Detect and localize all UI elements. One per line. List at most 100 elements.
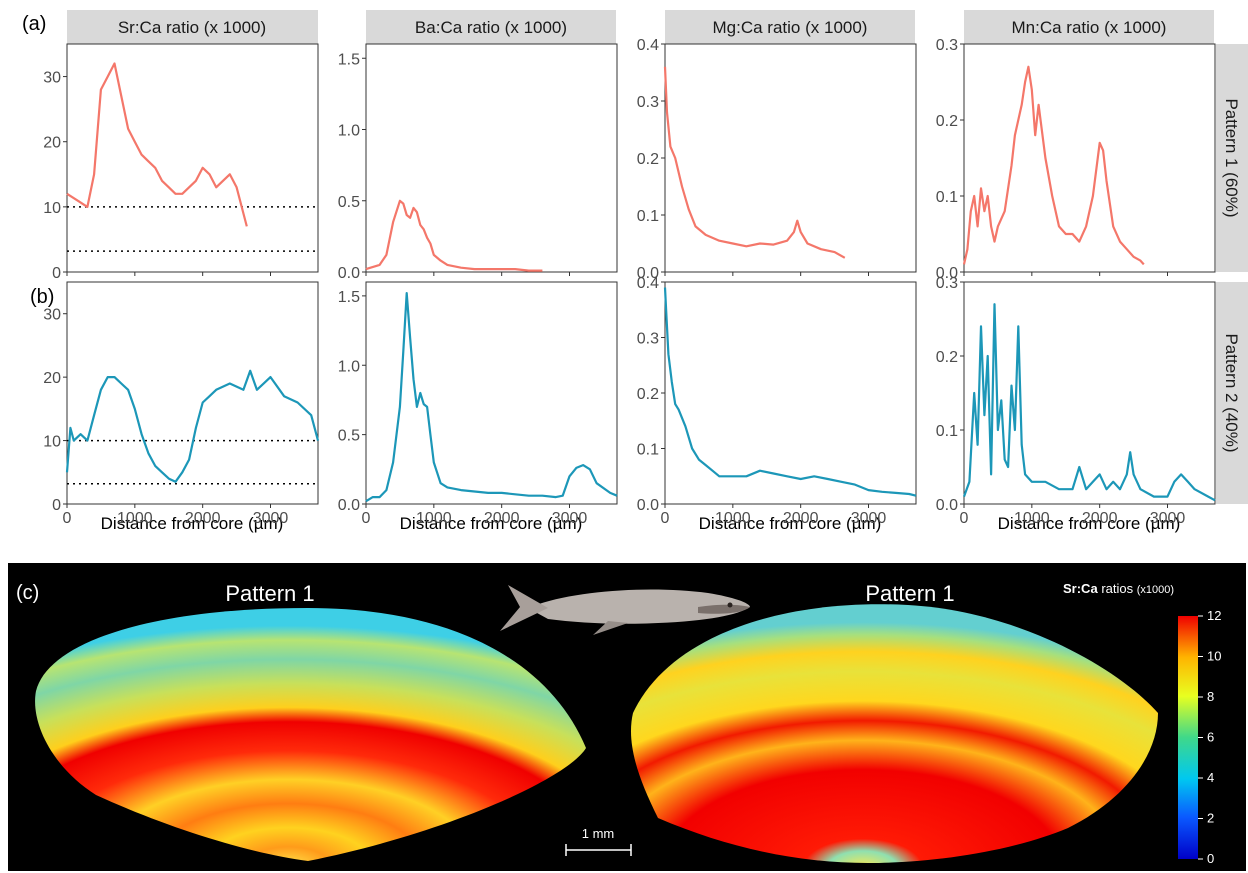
x-tick-label-mg-p2-3: 3000 bbox=[851, 510, 887, 527]
y-tick-label-mg-p1-1: 0.1 bbox=[637, 208, 659, 225]
chart-grid: (a) (b) Sr:Ca ratio (x 1000) Ba:Ca ratio… bbox=[22, 10, 1248, 533]
x-tick-label-ba-p2-0: 0 bbox=[362, 510, 371, 527]
facet-title-mg: Mg:Ca ratio (x 1000) bbox=[713, 18, 868, 37]
x-tick-label-sr-p2-0: 0 bbox=[63, 510, 72, 527]
y-tick-label-mn-p1-1: 0.1 bbox=[936, 189, 958, 206]
x-axis-label-mg: Distance from core (µm) bbox=[699, 514, 882, 533]
y-tick-label-sr-p1-3: 30 bbox=[43, 70, 61, 87]
series-line-ba-p1 bbox=[365, 199, 543, 272]
panel-frame-mn-p2 bbox=[963, 281, 1216, 505]
y-tick-label-ba-p2-0: 0.0 bbox=[338, 497, 360, 514]
row-strip-label-pattern2: Pattern 2 (40%) bbox=[1222, 333, 1241, 452]
x-tick-label-sr-p2-2: 2000 bbox=[185, 510, 221, 527]
y-tick-label-mg-p2-1: 0.1 bbox=[637, 442, 659, 459]
row-strip-label-pattern1: Pattern 1 (60%) bbox=[1222, 98, 1241, 217]
y-tick-label-ba-p1-0: 0.0 bbox=[338, 265, 360, 282]
y-tick-label-mn-p1-0: 0.0 bbox=[936, 265, 958, 282]
scale-bar-label: 1 mm bbox=[582, 826, 615, 841]
y-tick-label-sr-p2-0: 0 bbox=[52, 497, 61, 514]
panel-label-a: (a) bbox=[22, 13, 46, 35]
x-axis-label-ba: Distance from core (µm) bbox=[400, 514, 583, 533]
y-tick-label-sr-p1-2: 20 bbox=[43, 135, 61, 152]
series-line-sr-p2 bbox=[65, 369, 320, 483]
panel-frame-mg-p2 bbox=[664, 281, 917, 505]
row-strip-pattern1 bbox=[1216, 44, 1248, 272]
facet-strip-mg bbox=[665, 10, 915, 44]
y-tick-label-ba-p1-1: 0.5 bbox=[338, 194, 360, 211]
colorbar-tick-label-1: 10 bbox=[1207, 649, 1221, 664]
x-tick-label-mg-p2-2: 2000 bbox=[783, 510, 819, 527]
map-title-right: Pattern 1 bbox=[865, 581, 954, 606]
colorbar-ticks: 12 10 8 6 4 2 0 bbox=[1198, 608, 1221, 866]
y-tick-label-ba-p1-2: 1.0 bbox=[338, 123, 360, 140]
sr-ca-maps-panel: (c) Pattern 1 Pattern 1 1 mm Sr:Ca ratio… bbox=[8, 563, 1246, 871]
colorbar-tick-label-5: 2 bbox=[1207, 811, 1214, 826]
y-tick-label-mg-p1-2: 0.2 bbox=[637, 151, 659, 168]
panel-frame-mg-p1 bbox=[664, 43, 917, 273]
x-tick-label-mn-p2-1: 1000 bbox=[1014, 510, 1050, 527]
y-tick-label-sr-p2-2: 20 bbox=[43, 370, 61, 387]
series-line-ba-p2 bbox=[365, 292, 618, 503]
panel-label-c: (c) bbox=[16, 582, 39, 604]
y-tick-label-ba-p2-2: 1.0 bbox=[338, 358, 360, 375]
y-tick-label-ba-p2-1: 0.5 bbox=[338, 428, 360, 445]
colorbar-tick-label-4: 4 bbox=[1207, 770, 1214, 785]
colorbar-tick-label-2: 8 bbox=[1207, 689, 1214, 704]
colorbar bbox=[1178, 616, 1198, 859]
y-tick-label-mg-p2-2: 0.2 bbox=[637, 386, 659, 403]
x-tick-label-sr-p2-1: 1000 bbox=[117, 510, 153, 527]
y-tick-label-mn-p1-2: 0.2 bbox=[936, 113, 958, 130]
x-tick-label-mn-p2-3: 3000 bbox=[1150, 510, 1186, 527]
x-tick-label-mg-p2-0: 0 bbox=[661, 510, 670, 527]
series-line-mn-p1 bbox=[962, 65, 1145, 266]
y-tick-label-ba-p2-3: 1.5 bbox=[338, 289, 360, 306]
colorbar-tick-label-6: 0 bbox=[1207, 851, 1214, 866]
facet-title-ba: Ba:Ca ratio (x 1000) bbox=[415, 18, 567, 37]
panel-frame-sr-p1 bbox=[66, 43, 319, 273]
panel-frame-sr-p2 bbox=[66, 281, 319, 505]
chart-panels: 01020300.00.51.01.50.00.10.20.30.40.00.1… bbox=[43, 37, 1216, 527]
y-tick-label-mn-p2-0: 0.0 bbox=[936, 497, 958, 514]
x-tick-label-ba-p2-1: 1000 bbox=[416, 510, 452, 527]
x-axis-label-mn: Distance from core (µm) bbox=[998, 514, 1181, 533]
facet-title-mn: Mn:Ca ratio (x 1000) bbox=[1012, 18, 1167, 37]
y-tick-label-ba-p1-3: 1.5 bbox=[338, 51, 360, 68]
panel-frame-mn-p1 bbox=[963, 43, 1216, 273]
series-line-mn-p2 bbox=[962, 303, 1216, 502]
facet-strip-mn bbox=[964, 10, 1214, 44]
series-line-mg-p2 bbox=[663, 287, 917, 497]
x-tick-label-ba-p2-2: 2000 bbox=[484, 510, 520, 527]
y-tick-label-mg-p2-0: 0.0 bbox=[637, 497, 659, 514]
y-tick-label-sr-p1-1: 10 bbox=[43, 200, 61, 217]
x-tick-label-sr-p2-3: 3000 bbox=[253, 510, 289, 527]
y-tick-label-mg-p1-3: 0.3 bbox=[637, 94, 659, 111]
y-tick-label-mg-p1-4: 0.4 bbox=[637, 37, 659, 54]
fish-image bbox=[500, 585, 750, 635]
y-tick-label-sr-p2-3: 30 bbox=[43, 307, 61, 324]
colorbar-tick-label-0: 12 bbox=[1207, 608, 1221, 623]
x-tick-label-mn-p2-0: 0 bbox=[960, 510, 969, 527]
colorbar-tick-label-3: 6 bbox=[1207, 730, 1214, 745]
x-tick-label-mg-p2-1: 1000 bbox=[715, 510, 751, 527]
y-tick-label-mg-p2-3: 0.3 bbox=[637, 331, 659, 348]
colorbar-title: Sr:Ca ratios (x1000) bbox=[1063, 581, 1174, 596]
y-tick-label-sr-p1-0: 0 bbox=[52, 265, 61, 282]
series-line-sr-p1 bbox=[66, 62, 248, 227]
facet-strip-ba bbox=[366, 10, 616, 44]
panel-frame-ba-p2 bbox=[365, 281, 618, 505]
y-tick-label-mn-p2-3: 0.3 bbox=[936, 275, 958, 292]
y-tick-label-mg-p2-4: 0.4 bbox=[637, 275, 659, 292]
panel-label-b: (b) bbox=[30, 286, 54, 308]
x-tick-label-ba-p2-3: 3000 bbox=[552, 510, 588, 527]
scale-bar bbox=[565, 844, 632, 856]
row-strip-pattern2 bbox=[1216, 282, 1248, 504]
otolith-map-left bbox=[35, 608, 586, 861]
y-tick-label-mn-p2-2: 0.2 bbox=[936, 349, 958, 366]
y-tick-label-mn-p2-1: 0.1 bbox=[936, 423, 958, 440]
x-tick-label-mn-p2-2: 2000 bbox=[1082, 510, 1118, 527]
x-axis-label-sr: Distance from core (µm) bbox=[101, 514, 284, 533]
map-title-left: Pattern 1 bbox=[225, 581, 314, 606]
y-tick-label-mg-p1-0: 0.0 bbox=[637, 265, 659, 282]
facet-title-sr: Sr:Ca ratio (x 1000) bbox=[118, 18, 266, 37]
panel-frame-ba-p1 bbox=[365, 43, 618, 273]
